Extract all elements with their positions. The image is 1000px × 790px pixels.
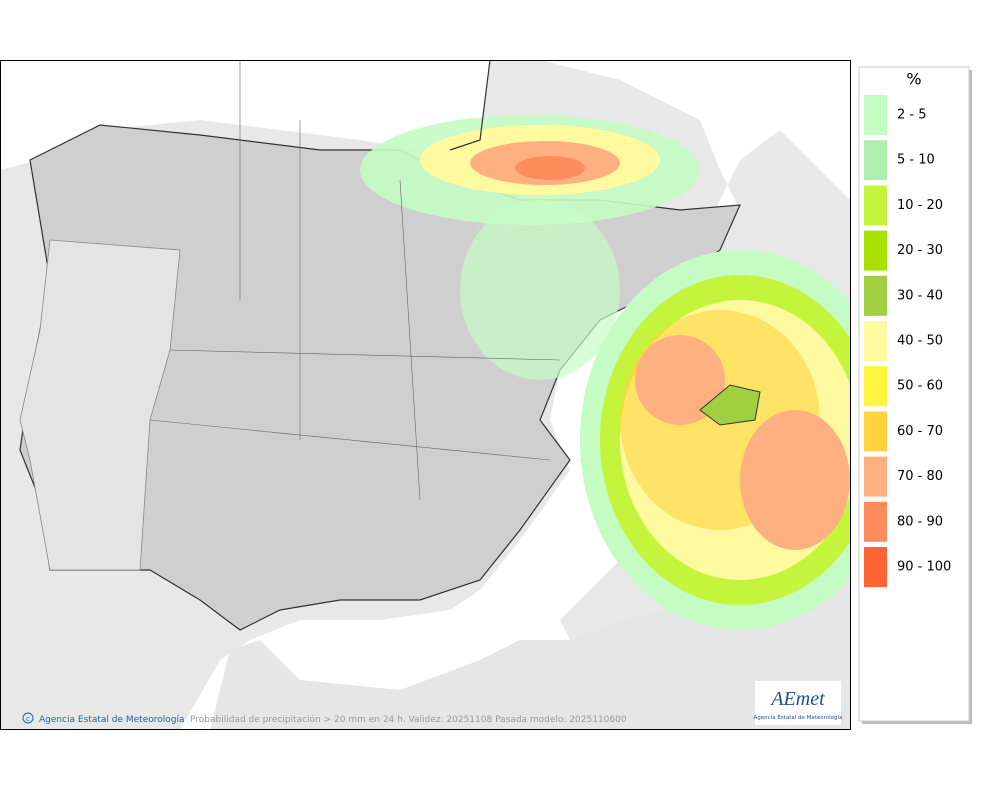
- caption: Probabilidad de precipitación > 20 mm en…: [190, 714, 627, 725]
- legend-label: 80 - 90: [897, 514, 943, 529]
- precip-area: [635, 335, 725, 425]
- legend-label: 70 - 80: [897, 469, 943, 484]
- map-frame: [0, 60, 851, 730]
- legend-swatch: [864, 140, 887, 181]
- legend-label: 20 - 30: [897, 243, 943, 258]
- precip-area: [515, 156, 585, 180]
- legend-label: 2 - 5: [897, 108, 927, 123]
- region-borders: [149, 61, 561, 501]
- legend-swatch: [864, 185, 887, 226]
- legend-swatch: [864, 321, 887, 361]
- legend-swatch: [864, 456, 887, 497]
- legend-swatch: [864, 230, 887, 271]
- logo-subtitle: Agencia Estatal de Meteorología: [754, 714, 843, 721]
- legend-label: 60 - 70: [897, 424, 943, 439]
- mallorca: [699, 384, 761, 426]
- legend-swatch: [864, 411, 887, 452]
- legend-label: 5 - 10: [897, 153, 935, 168]
- sea: [1, 61, 490, 170]
- legend-swatch: [864, 366, 887, 407]
- legend-label: 90 - 100: [897, 560, 951, 575]
- legend-swatch: [864, 501, 887, 542]
- legend-label: 40 - 50: [897, 334, 943, 349]
- legend-swatch: [864, 275, 887, 316]
- portugal: [19, 239, 181, 571]
- credit: Agencia Estatal de Meteorología: [39, 715, 185, 725]
- map: [1, 61, 850, 729]
- precip-area: [460, 200, 620, 380]
- legend-label: 10 - 20: [897, 198, 943, 213]
- legend: 2 - 5 5 - 10 10 - 20 20 - 30 30 - 40 40 - 50 5…: [864, 95, 951, 587]
- legend-swatch: [864, 547, 887, 587]
- precip-area: [740, 410, 850, 550]
- logo-box: [755, 681, 841, 725]
- border: [449, 61, 491, 151]
- logo: AEmet: [769, 688, 825, 710]
- copyright-c: c: [26, 715, 30, 723]
- legend-label: 50 - 60: [897, 379, 943, 394]
- legend-label: 30 - 40: [897, 288, 943, 303]
- legend-title: %: [906, 70, 921, 89]
- legend-swatch: [864, 95, 887, 135]
- copyright-icon: [22, 712, 34, 724]
